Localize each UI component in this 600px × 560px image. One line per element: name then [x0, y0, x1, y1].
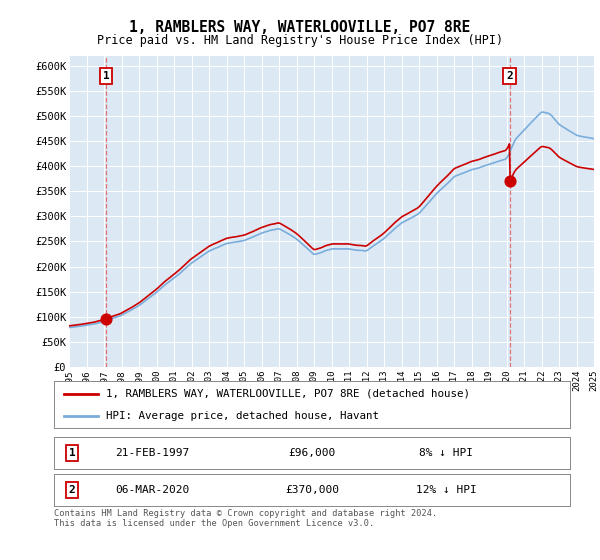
Text: 2: 2	[68, 485, 76, 495]
Text: 1, RAMBLERS WAY, WATERLOOVILLE, PO7 8RE (detached house): 1, RAMBLERS WAY, WATERLOOVILLE, PO7 8RE …	[106, 389, 470, 399]
Text: 21-FEB-1997: 21-FEB-1997	[115, 448, 189, 458]
Text: £370,000: £370,000	[285, 485, 339, 495]
Text: 06-MAR-2020: 06-MAR-2020	[115, 485, 189, 495]
Point	[101, 314, 111, 323]
Text: Price paid vs. HM Land Registry's House Price Index (HPI): Price paid vs. HM Land Registry's House …	[97, 34, 503, 46]
Text: 2: 2	[506, 71, 513, 81]
Text: 1: 1	[103, 71, 110, 81]
Text: 1: 1	[68, 448, 76, 458]
Point	[505, 177, 514, 186]
Text: HPI: Average price, detached house, Havant: HPI: Average price, detached house, Hava…	[106, 410, 379, 421]
Text: Contains HM Land Registry data © Crown copyright and database right 2024.
This d: Contains HM Land Registry data © Crown c…	[54, 509, 437, 529]
Text: 8% ↓ HPI: 8% ↓ HPI	[419, 448, 473, 458]
Text: £96,000: £96,000	[289, 448, 335, 458]
Text: 1, RAMBLERS WAY, WATERLOOVILLE, PO7 8RE: 1, RAMBLERS WAY, WATERLOOVILLE, PO7 8RE	[130, 20, 470, 35]
Text: 12% ↓ HPI: 12% ↓ HPI	[416, 485, 476, 495]
